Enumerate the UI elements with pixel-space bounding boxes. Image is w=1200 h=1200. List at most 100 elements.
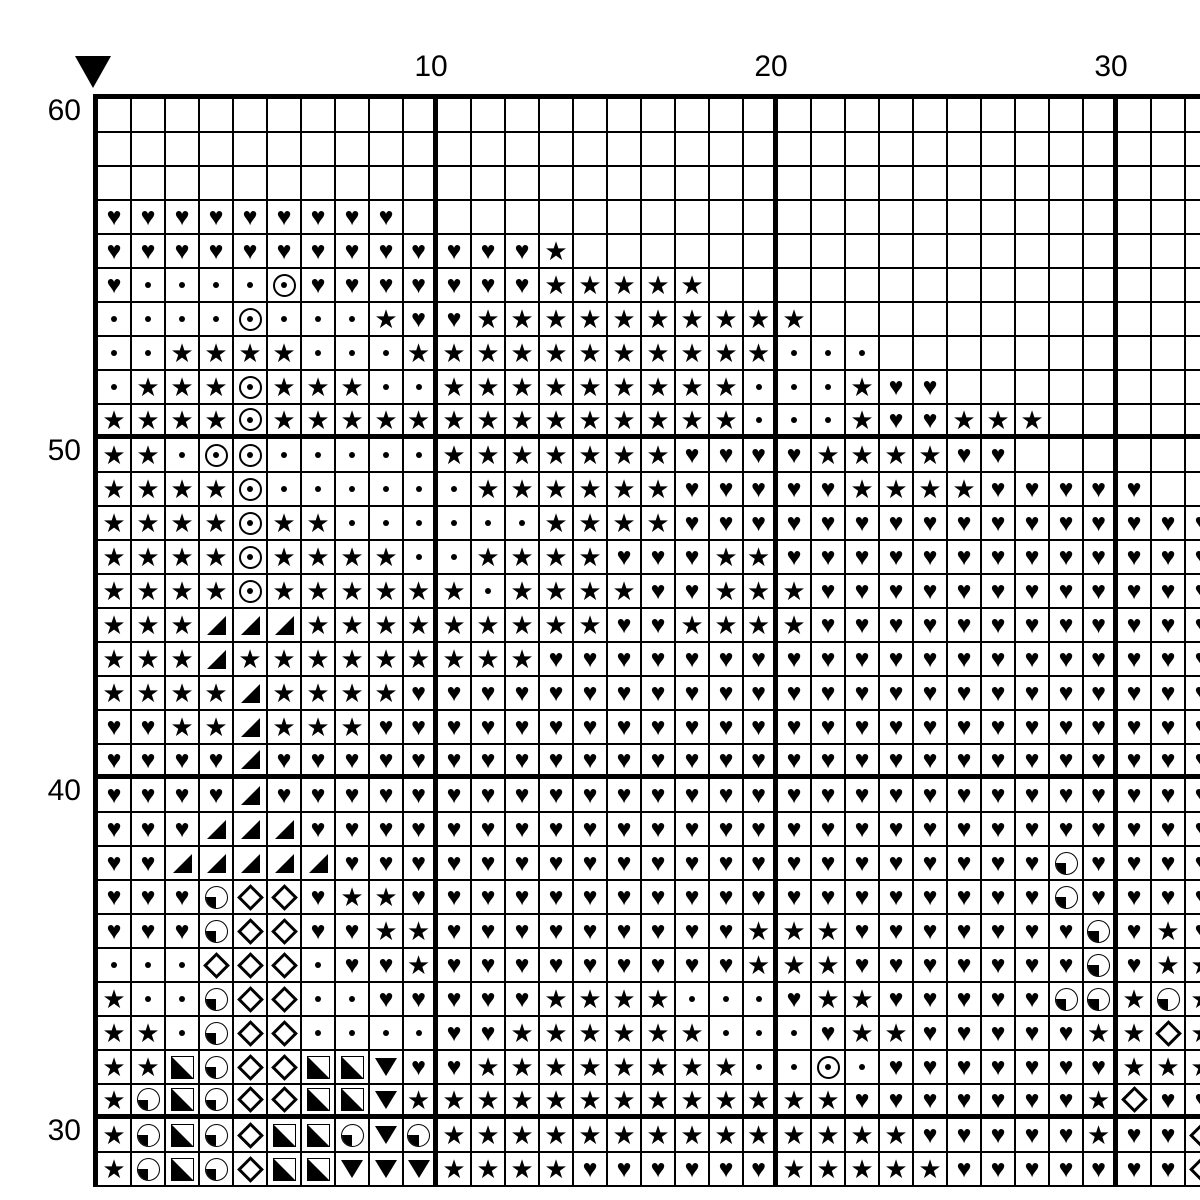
grid-cell[interactable]: ♥	[1084, 881, 1118, 915]
grid-cell[interactable]: ♥	[506, 711, 540, 745]
grid-cell[interactable]	[336, 1051, 370, 1085]
grid-cell[interactable]	[642, 201, 676, 235]
grid-cell[interactable]: ★	[472, 643, 506, 677]
grid-cell[interactable]: ★	[268, 371, 302, 405]
grid-cell[interactable]: ♥	[710, 915, 744, 949]
grid-cell[interactable]	[404, 541, 438, 575]
grid-cell[interactable]	[268, 609, 302, 643]
grid-cell[interactable]	[404, 1153, 438, 1187]
grid-cell[interactable]: ★	[98, 439, 132, 473]
grid-cell[interactable]	[370, 167, 404, 201]
grid-cell[interactable]	[200, 269, 234, 303]
grid-cell[interactable]: ★	[778, 1153, 812, 1187]
grid-cell[interactable]: ♥	[982, 643, 1016, 677]
grid-cell[interactable]: ♥	[540, 643, 574, 677]
grid-cell[interactable]	[812, 405, 846, 439]
grid-cell[interactable]: ★	[778, 915, 812, 949]
grid-cell[interactable]: ♥	[132, 915, 166, 949]
grid-cell[interactable]: ★	[234, 643, 268, 677]
grid-cell[interactable]: ♥	[1118, 575, 1152, 609]
grid-cell[interactable]	[302, 983, 336, 1017]
grid-cell[interactable]: ★	[166, 711, 200, 745]
grid-cell[interactable]: ♥	[710, 881, 744, 915]
grid-cell[interactable]: ★	[268, 643, 302, 677]
grid-cell[interactable]: ★	[200, 507, 234, 541]
grid-cell[interactable]: ♥	[880, 371, 914, 405]
grid-cell[interactable]: ♥	[982, 745, 1016, 779]
grid-cell[interactable]: ♥	[948, 1085, 982, 1119]
grid-cell[interactable]	[234, 745, 268, 779]
grid-cell[interactable]: ♥	[336, 915, 370, 949]
grid-cell[interactable]	[778, 405, 812, 439]
grid-cell[interactable]: ★	[710, 575, 744, 609]
grid-cell[interactable]: ★	[540, 405, 574, 439]
grid-cell[interactable]: ★	[948, 405, 982, 439]
grid-cell[interactable]: ★	[846, 473, 880, 507]
grid-cell[interactable]: ♥	[1186, 847, 1200, 881]
grid-cell[interactable]: ♥	[472, 269, 506, 303]
grid-cell[interactable]: ★	[540, 1153, 574, 1187]
grid-cell[interactable]: ♥	[574, 711, 608, 745]
grid-cell[interactable]: ★	[574, 1119, 608, 1153]
grid-cell[interactable]	[948, 303, 982, 337]
grid-cell[interactable]	[914, 337, 948, 371]
grid-cell[interactable]: ★	[642, 507, 676, 541]
grid-cell[interactable]: ♥	[642, 847, 676, 881]
grid-cell[interactable]	[200, 1085, 234, 1119]
grid-cell[interactable]	[1118, 167, 1152, 201]
grid-cell[interactable]: ♥	[880, 983, 914, 1017]
grid-cell[interactable]: ♥	[812, 779, 846, 813]
grid-cell[interactable]	[778, 337, 812, 371]
grid-cell[interactable]: ♥	[336, 201, 370, 235]
grid-cell[interactable]	[438, 507, 472, 541]
grid-cell[interactable]	[574, 99, 608, 133]
grid-cell[interactable]: ♥	[1016, 507, 1050, 541]
grid-cell[interactable]: ♥	[438, 677, 472, 711]
grid-cell[interactable]: ♥	[676, 575, 710, 609]
grid-cell[interactable]	[914, 133, 948, 167]
grid-cell[interactable]: ★	[268, 337, 302, 371]
grid-cell[interactable]	[200, 439, 234, 473]
grid-cell[interactable]	[166, 1153, 200, 1187]
grid-cell[interactable]	[234, 133, 268, 167]
grid-cell[interactable]: ★	[608, 473, 642, 507]
grid-cell[interactable]	[234, 99, 268, 133]
grid-cell[interactable]: ♥	[744, 881, 778, 915]
grid-cell[interactable]	[1118, 371, 1152, 405]
grid-cell[interactable]: ♥	[812, 745, 846, 779]
grid-cell[interactable]	[234, 915, 268, 949]
grid-cell[interactable]: ♥	[1186, 779, 1200, 813]
grid-cell[interactable]: ♥	[1152, 575, 1186, 609]
grid-cell[interactable]: ♥	[608, 711, 642, 745]
grid-cell[interactable]	[438, 167, 472, 201]
grid-cell[interactable]	[1050, 439, 1084, 473]
grid-cell[interactable]: ★	[336, 677, 370, 711]
grid-cell[interactable]: ♥	[268, 779, 302, 813]
grid-cell[interactable]: ★	[710, 1085, 744, 1119]
grid-cell[interactable]: ♥	[812, 711, 846, 745]
grid-cell[interactable]	[302, 1119, 336, 1153]
grid-cell[interactable]	[370, 1051, 404, 1085]
grid-cell[interactable]	[472, 507, 506, 541]
grid-cell[interactable]: ★	[506, 405, 540, 439]
grid-cell[interactable]	[778, 1051, 812, 1085]
grid-cell[interactable]: ★	[506, 609, 540, 643]
grid-cell[interactable]: ♥	[948, 813, 982, 847]
grid-cell[interactable]: ♥	[846, 915, 880, 949]
grid-cell[interactable]: ♥	[302, 269, 336, 303]
grid-cell[interactable]	[132, 337, 166, 371]
grid-cell[interactable]: ★	[472, 439, 506, 473]
grid-cell[interactable]: ♥	[608, 847, 642, 881]
grid-cell[interactable]: ♥	[1050, 677, 1084, 711]
grid-cell[interactable]	[1050, 983, 1084, 1017]
grid-cell[interactable]	[1084, 201, 1118, 235]
grid-cell[interactable]	[336, 1085, 370, 1119]
grid-cell[interactable]	[268, 303, 302, 337]
grid-cell[interactable]	[336, 167, 370, 201]
grid-cell[interactable]	[1186, 1119, 1200, 1153]
grid-cell[interactable]: ♥	[642, 745, 676, 779]
grid-cell[interactable]: ♥	[1016, 575, 1050, 609]
grid-cell[interactable]: ★	[846, 371, 880, 405]
grid-cell[interactable]	[166, 949, 200, 983]
grid-cell[interactable]: ★	[778, 949, 812, 983]
